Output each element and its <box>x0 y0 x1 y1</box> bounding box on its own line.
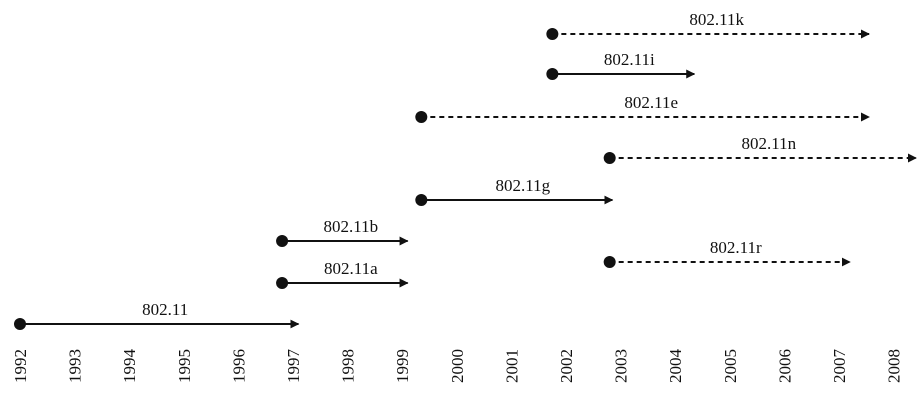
year-label: 1996 <box>229 349 248 383</box>
year-label: 2007 <box>830 349 849 384</box>
year-label: 2004 <box>666 349 685 384</box>
standard-label: 802.11e <box>624 93 678 112</box>
standard-bar-802-11k: 802.11k <box>546 10 870 40</box>
standard-bar-802-11i: 802.11i <box>546 50 696 80</box>
year-label: 1993 <box>66 349 85 383</box>
standard-bar-802-11b: 802.11b <box>276 217 409 247</box>
standard-bar-802-11a: 802.11a <box>276 259 409 289</box>
start-dot <box>603 152 616 164</box>
standard-label: 802.11k <box>689 10 744 29</box>
start-dot <box>276 277 289 289</box>
standard-label: 802.11b <box>324 217 379 236</box>
standard-label: 802.11n <box>742 134 797 153</box>
year-label: 1997 <box>284 349 303 384</box>
timeline-bars: 802.11k 802.11i 802.11e 802.11n 802.11g 802.1… <box>14 10 917 330</box>
standard-label: 802.11g <box>496 176 551 195</box>
standard-bar-802-11r: 802.11r <box>603 238 851 268</box>
start-dot <box>546 68 559 80</box>
start-dot <box>276 235 289 247</box>
standard-label: 802.11i <box>604 50 655 69</box>
start-dot <box>546 28 559 40</box>
year-axis: 1992 1993 1994 1995 1996 1997 1998 1999 2000 2001… <box>11 349 904 384</box>
standard-bar-802-11g: 802.11g <box>415 176 614 206</box>
standard-label: 802.11r <box>710 238 762 257</box>
year-label: 2006 <box>775 349 794 383</box>
year-label: 1999 <box>393 349 412 383</box>
year-label: 2008 <box>885 349 904 383</box>
year-label: 1992 <box>11 349 30 383</box>
standard-label: 802.11 <box>142 300 188 319</box>
start-dot <box>603 256 616 268</box>
year-label: 1998 <box>339 349 358 383</box>
standard-label: 802.11a <box>324 259 378 278</box>
year-label: 2005 <box>721 349 740 383</box>
standard-bar-802-11e: 802.11e <box>415 93 870 123</box>
standard-bar-802-11n: 802.11n <box>603 134 917 164</box>
start-dot <box>415 194 428 206</box>
start-dot <box>415 111 428 123</box>
year-label: 1994 <box>120 349 139 384</box>
year-label: 2002 <box>557 349 576 383</box>
year-label: 1995 <box>175 349 194 383</box>
year-label: 2001 <box>502 349 521 383</box>
standard-bar-802-11: 802.11 <box>14 300 300 330</box>
start-dot <box>14 318 26 330</box>
year-label: 2000 <box>448 349 467 383</box>
year-label: 2003 <box>612 349 631 383</box>
